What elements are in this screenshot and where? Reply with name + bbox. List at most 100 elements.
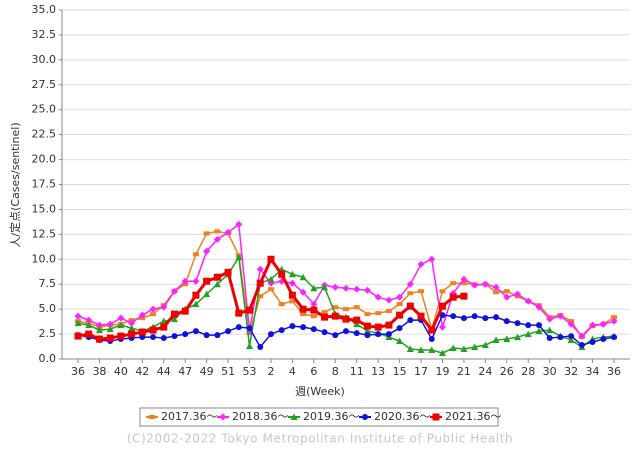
marker <box>503 335 511 343</box>
marker <box>535 322 542 329</box>
marker <box>432 413 440 421</box>
marker <box>117 321 125 329</box>
marker <box>150 312 157 317</box>
marker <box>428 255 436 263</box>
marker <box>364 312 371 317</box>
marker <box>213 235 221 243</box>
x-tick-label: 44 <box>157 365 171 378</box>
marker <box>568 333 575 340</box>
marker <box>385 296 393 304</box>
x-tick-label: 36 <box>607 365 621 378</box>
legend <box>139 407 499 427</box>
marker <box>225 328 232 335</box>
marker <box>611 315 617 320</box>
marker <box>203 332 210 339</box>
marker <box>546 335 553 342</box>
x-tick-label: 32 <box>564 365 578 378</box>
marker <box>214 332 221 339</box>
marker <box>321 313 329 321</box>
marker <box>246 306 254 314</box>
marker <box>428 346 436 354</box>
marker <box>95 335 103 343</box>
marker <box>192 277 200 285</box>
x-tick-label: 28 <box>521 365 535 378</box>
marker <box>525 322 532 329</box>
marker <box>503 293 511 301</box>
y-tick-label: 2.5 <box>39 327 57 340</box>
marker <box>332 332 339 339</box>
marker <box>267 255 275 263</box>
marker <box>362 414 368 420</box>
legend-label: 2017.36～ <box>161 410 218 423</box>
x-tick-label: 38 <box>92 365 106 378</box>
marker <box>353 285 361 293</box>
x-tick-label: 40 <box>114 365 128 378</box>
y-tick-label: 35.0 <box>32 3 57 16</box>
marker <box>481 341 489 349</box>
marker <box>138 311 146 319</box>
x-tick-label: 6 <box>310 365 317 378</box>
marker <box>439 289 446 294</box>
marker <box>213 280 221 288</box>
marker <box>181 307 189 315</box>
marker <box>85 321 93 329</box>
marker <box>192 252 199 257</box>
marker <box>589 321 597 329</box>
x-tick-label: 17 <box>414 365 428 378</box>
marker <box>85 330 93 338</box>
footer: (C)2002-2022 Tokyo Metropolitan Institut… <box>127 432 514 446</box>
marker <box>375 331 382 338</box>
marker <box>299 305 307 313</box>
marker <box>406 280 414 288</box>
x-tick-label: 11 <box>350 365 364 378</box>
y-tick-label: 17.5 <box>32 178 57 191</box>
legend-label: 2020.36～ <box>374 410 431 423</box>
marker <box>471 281 479 289</box>
marker <box>546 326 554 334</box>
marker <box>428 336 435 343</box>
marker <box>310 314 317 319</box>
marker <box>95 326 103 334</box>
x-tick-label: 42 <box>135 365 149 378</box>
marker <box>557 334 564 341</box>
marker <box>321 310 328 315</box>
marker <box>128 324 136 332</box>
marker <box>182 331 189 338</box>
marker <box>214 229 221 234</box>
marker <box>310 326 317 333</box>
marker <box>364 332 371 339</box>
marker <box>149 415 155 419</box>
marker <box>599 320 607 328</box>
marker <box>385 321 393 329</box>
x-tick-label: 53 <box>243 365 257 378</box>
marker <box>128 330 136 338</box>
y-tick-label: 10.0 <box>32 252 57 265</box>
y-tick-label: 0.0 <box>39 352 57 365</box>
marker <box>267 275 275 283</box>
marker <box>438 323 446 331</box>
marker <box>288 279 296 287</box>
x-tick-label: 8 <box>332 365 339 378</box>
marker <box>192 291 200 299</box>
y-tick-label: 20.0 <box>32 153 57 166</box>
x-tick-label: 34 <box>586 365 600 378</box>
marker <box>374 323 382 331</box>
marker <box>235 220 243 228</box>
marker <box>321 283 329 291</box>
marker <box>257 294 264 299</box>
marker <box>460 275 468 283</box>
marker <box>514 320 521 327</box>
marker <box>492 336 500 344</box>
marker <box>299 288 307 296</box>
marker <box>203 231 210 236</box>
marker <box>578 342 585 349</box>
marker <box>150 334 157 341</box>
marker <box>256 265 264 273</box>
marker <box>611 334 617 341</box>
x-tick-label: 19 <box>435 365 449 378</box>
marker <box>117 314 125 322</box>
marker <box>417 260 425 268</box>
marker <box>503 318 510 325</box>
marker <box>492 283 500 291</box>
marker <box>290 413 298 420</box>
